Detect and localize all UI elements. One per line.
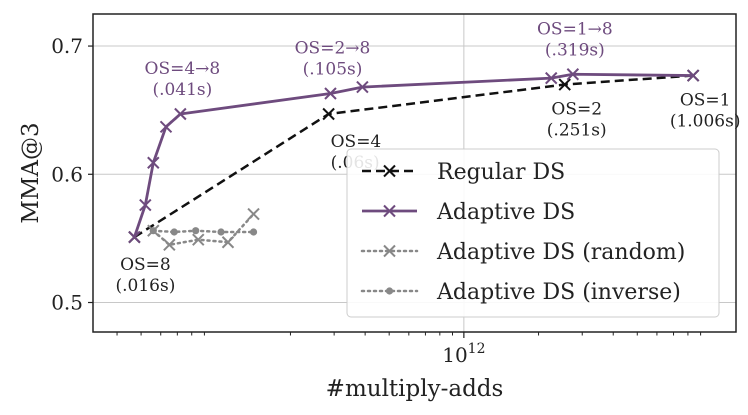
- legend-swatch-marker-stroke: [383, 244, 396, 258]
- data-point-stroke: [139, 198, 152, 212]
- series-line: [152, 229, 255, 234]
- data-point: [686, 69, 700, 82]
- y-tick-label: 0.5: [51, 291, 83, 315]
- data-point: [192, 233, 205, 246]
- annotation-label: OS=2→8 (.105s): [295, 39, 371, 80]
- legend: Regular DS Adaptive DS Adaptive DS (random…: [346, 148, 720, 318]
- annotation-label: OS=8 (.016s): [115, 255, 175, 296]
- data-point: [545, 71, 558, 85]
- data-point-stroke: [247, 207, 260, 221]
- legend-swatch-marker: [383, 204, 396, 218]
- data-point: [324, 87, 337, 100]
- data-point: [174, 107, 187, 121]
- data-point-stroke: [174, 107, 187, 121]
- annotation-label: OS=1→8 (.319s): [537, 19, 613, 60]
- y-tick-label: 0.7: [51, 34, 83, 58]
- data-series: [128, 68, 700, 252]
- annotation-label: OS=1 (1.006s): [670, 91, 741, 132]
- annotation-label: OS=2 (.251s): [547, 100, 607, 141]
- data-point: [170, 228, 178, 236]
- data-point: [163, 238, 176, 252]
- legend-label: Regular DS: [437, 160, 565, 185]
- y-tick-label: 0.6: [51, 162, 83, 186]
- data-point: [192, 227, 200, 235]
- data-point-stroke: [322, 107, 335, 121]
- axes: 0.5 0.6 0.7 1012: [51, 34, 702, 367]
- data-point: [159, 120, 173, 134]
- series-1: [128, 68, 700, 244]
- x-axis-title: #multiply-adds: [326, 376, 504, 402]
- series-line: [133, 72, 694, 238]
- data-point-stroke: [545, 71, 558, 85]
- legend-swatch-marker: [383, 164, 396, 178]
- legend-swatch-marker: [383, 244, 396, 258]
- data-point-stroke: [128, 230, 141, 244]
- legend-box: [346, 148, 720, 318]
- data-point: [247, 207, 260, 221]
- legend-label: Adaptive DS (random): [436, 240, 685, 265]
- data-point: [249, 228, 258, 236]
- plot-frame: [92, 13, 737, 333]
- series-line: [133, 74, 694, 239]
- data-point: [221, 236, 235, 249]
- data-point-stroke: [324, 87, 337, 100]
- x-tick-label: 1012: [442, 341, 485, 367]
- legend-label: Adaptive DS: [436, 200, 575, 225]
- legend-swatch-marker-stroke: [383, 204, 396, 218]
- data-point: [139, 198, 152, 212]
- y-axis-title: MMA@3: [18, 122, 44, 223]
- series-2: [147, 207, 260, 252]
- data-point-stroke: [566, 68, 580, 81]
- annotation-label: OS=4→8 (.041s): [145, 59, 221, 100]
- data-point: [356, 80, 369, 94]
- data-point-stroke: [159, 120, 173, 134]
- legend-label: Adaptive DS (inverse): [436, 280, 681, 305]
- data-point: [566, 68, 580, 81]
- data-point: [128, 230, 141, 244]
- data-point-stroke: [356, 80, 369, 94]
- series-line: [152, 212, 255, 247]
- legend-swatch-marker-stroke: [383, 164, 396, 178]
- data-point-stroke: [147, 156, 160, 169]
- data-point: [558, 78, 571, 91]
- data-point-stroke: [163, 238, 176, 252]
- data-point-stroke: [686, 69, 700, 82]
- series-3: [149, 227, 258, 236]
- legend-swatch-marker: [385, 287, 394, 295]
- data-point: [217, 228, 225, 236]
- data-point-stroke: [558, 78, 571, 91]
- data-point-stroke: [221, 236, 235, 249]
- data-point: [149, 227, 157, 235]
- data-point: [322, 107, 335, 121]
- data-point-stroke: [192, 233, 205, 246]
- data-point: [147, 156, 160, 169]
